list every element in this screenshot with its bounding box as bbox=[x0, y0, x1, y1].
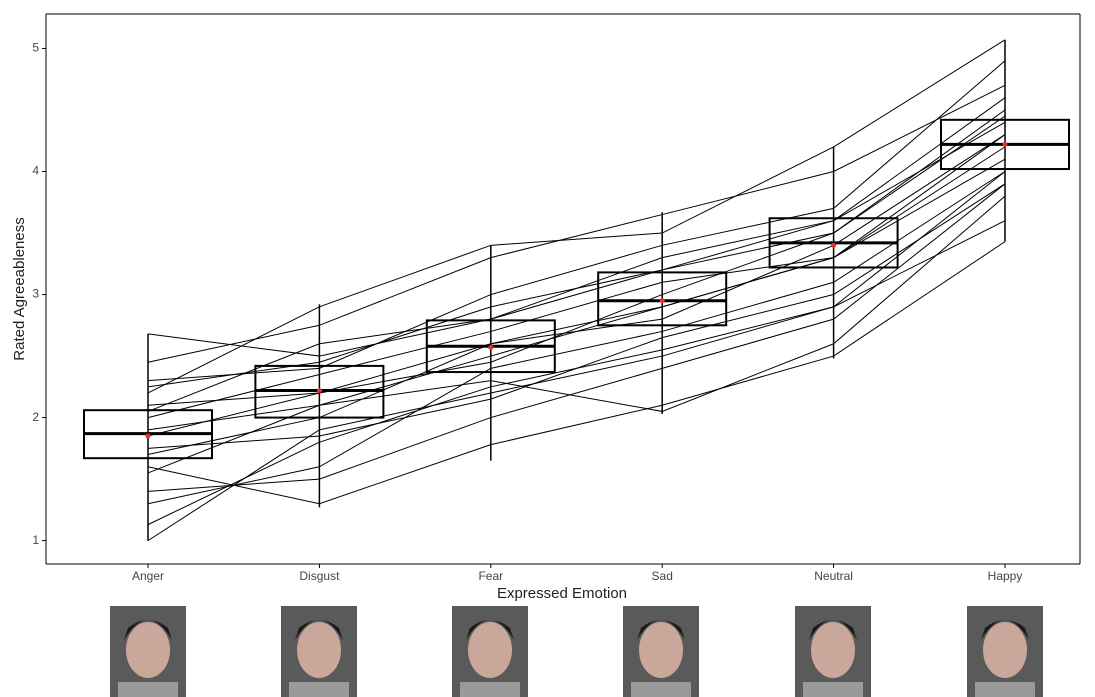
x-tick-label: Neutral bbox=[814, 569, 853, 583]
face-photo bbox=[795, 606, 871, 697]
face-photo bbox=[110, 606, 186, 697]
y-tick-label: 5 bbox=[32, 41, 39, 55]
mean-point bbox=[488, 345, 493, 350]
x-tick-label: Disgust bbox=[299, 569, 340, 583]
mean-point bbox=[831, 243, 836, 248]
x-tick-label: Happy bbox=[988, 569, 1023, 583]
y-axis-title: Rated Agreeableness bbox=[11, 217, 28, 360]
chart: Expressed Emotion Rated Agreeableness 1 2… bbox=[0, 0, 1095, 697]
face-photo bbox=[281, 606, 357, 697]
x-axis-title: Expressed Emotion bbox=[497, 585, 627, 602]
face-photo bbox=[452, 606, 528, 697]
mean-point bbox=[1003, 142, 1008, 147]
y-tick-label: 3 bbox=[32, 287, 39, 301]
y-tick-label: 1 bbox=[32, 533, 39, 547]
mean-point bbox=[317, 388, 322, 393]
y-tick-label: 4 bbox=[32, 164, 39, 178]
mean-point bbox=[660, 298, 665, 303]
mean-point bbox=[146, 434, 151, 439]
y-tick-label: 2 bbox=[32, 410, 39, 424]
x-tick-label: Fear bbox=[478, 569, 503, 583]
x-tick-label: Sad bbox=[652, 569, 673, 583]
face-photo bbox=[623, 606, 699, 697]
face-photo bbox=[967, 606, 1043, 697]
x-tick-label: Anger bbox=[132, 569, 164, 583]
